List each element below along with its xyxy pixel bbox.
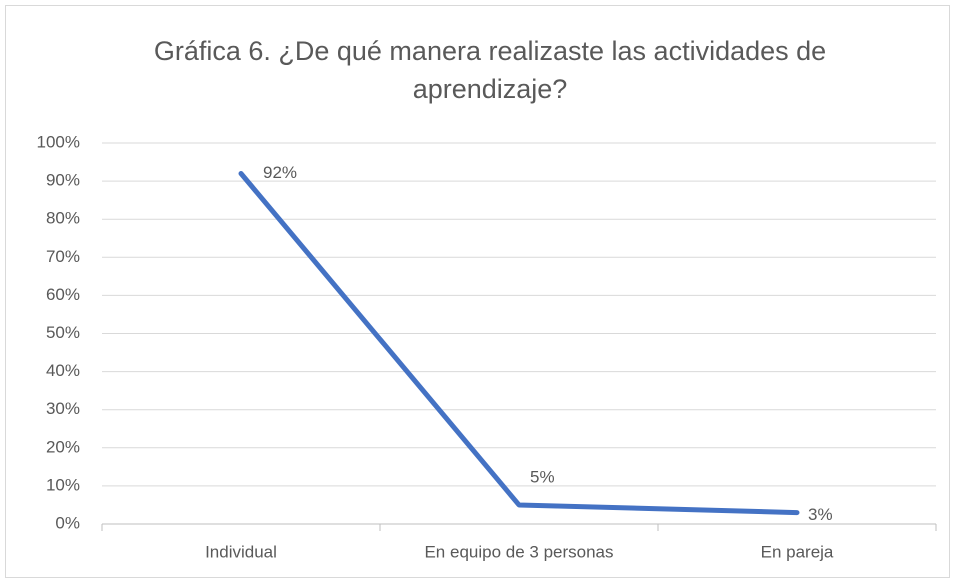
y-tick-label: 30% [46,399,80,418]
y-tick-label: 20% [46,437,80,456]
chart-border [5,5,950,578]
y-tick-label: 60% [46,285,80,304]
y-tick-label: 50% [46,323,80,342]
chart-title: Gráfica 6. ¿De qué manera realizaste las… [153,36,827,104]
data-label: 92% [263,163,297,182]
y-tick-label: 40% [46,361,80,380]
y-tick-label: 80% [46,209,80,228]
y-tick-label: 0% [55,513,80,532]
x-tick-label: Individual [205,542,277,561]
y-tick-label: 10% [46,475,80,494]
y-tick-label: 70% [46,247,80,266]
line-series [238,170,800,516]
x-tick-label: En pareja [761,542,834,561]
data-label: 5% [530,467,555,486]
y-tick-label: 100% [37,132,80,151]
y-tick-label: 90% [46,171,80,190]
data-label: 3% [808,505,833,524]
x-tick-label: En equipo de 3 personas [424,542,613,561]
